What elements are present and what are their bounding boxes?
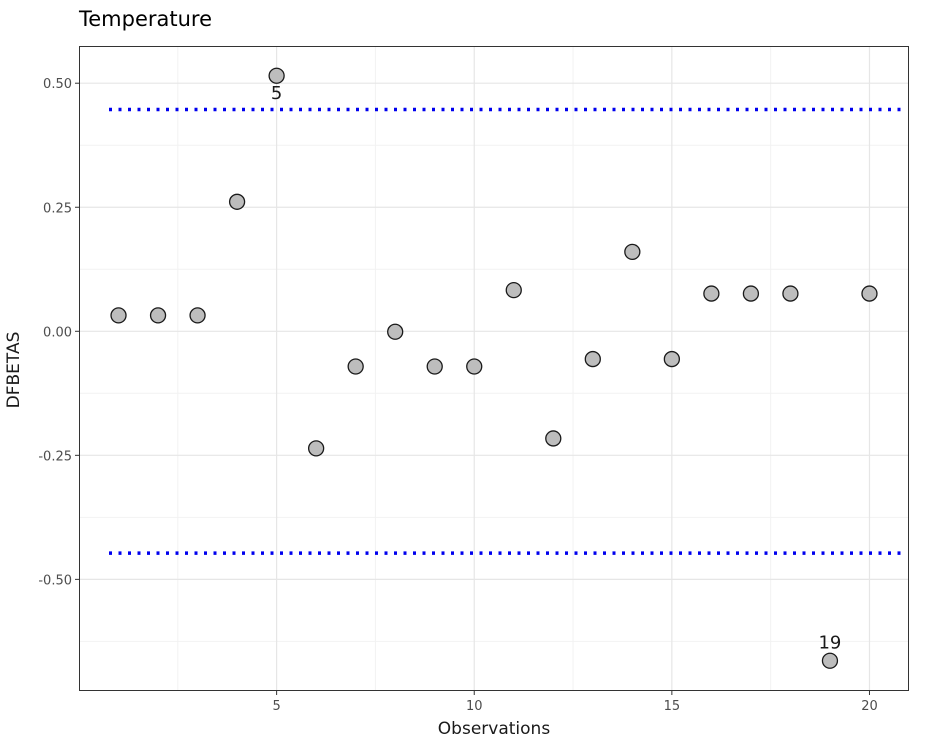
data-point bbox=[584, 350, 601, 368]
data-point bbox=[268, 67, 285, 84]
data-point bbox=[347, 358, 364, 375]
y-axis-ticks: 0.50 0.25 0.00 -0.25 -0.50 bbox=[38, 77, 79, 588]
data-point bbox=[149, 307, 167, 324]
y-tick-label: 0.25 bbox=[43, 201, 72, 216]
y-tick-label: 0.00 bbox=[43, 325, 72, 340]
y-tick-label: -0.50 bbox=[38, 573, 72, 588]
point-labels: 5 19 bbox=[271, 83, 842, 654]
plot-border bbox=[79, 46, 909, 691]
data-point bbox=[663, 350, 681, 368]
data-point bbox=[189, 307, 206, 324]
data-point bbox=[545, 430, 562, 447]
point-label: 5 bbox=[271, 83, 282, 104]
data-point bbox=[307, 440, 325, 457]
point-label: 19 bbox=[818, 633, 841, 654]
data-point bbox=[742, 285, 760, 302]
chart-title: Temperature bbox=[79, 7, 213, 31]
data-points bbox=[110, 67, 878, 669]
data-point bbox=[861, 285, 878, 302]
data-point bbox=[466, 358, 483, 375]
data-point bbox=[110, 307, 127, 324]
x-tick-label: 20 bbox=[861, 699, 878, 714]
x-axis-label: Observations bbox=[437, 719, 551, 739]
x-tick-label: 10 bbox=[466, 699, 483, 714]
data-point bbox=[821, 652, 839, 669]
y-tick-label: 0.50 bbox=[43, 77, 72, 92]
data-point bbox=[228, 193, 246, 210]
minor-grid bbox=[79, 46, 909, 691]
data-point bbox=[426, 358, 443, 375]
data-point bbox=[703, 285, 720, 302]
y-tick-label: -0.25 bbox=[38, 449, 72, 464]
x-axis-ticks: 5 10 15 20 bbox=[272, 691, 878, 714]
plot-panel bbox=[79, 46, 909, 691]
y-axis-label: DFBETAS bbox=[4, 331, 24, 409]
data-point bbox=[505, 281, 522, 299]
data-point bbox=[782, 285, 799, 302]
x-tick-label: 5 bbox=[272, 699, 280, 714]
x-tick-label: 15 bbox=[664, 699, 681, 714]
data-point bbox=[387, 323, 404, 340]
data-point bbox=[624, 243, 641, 261]
